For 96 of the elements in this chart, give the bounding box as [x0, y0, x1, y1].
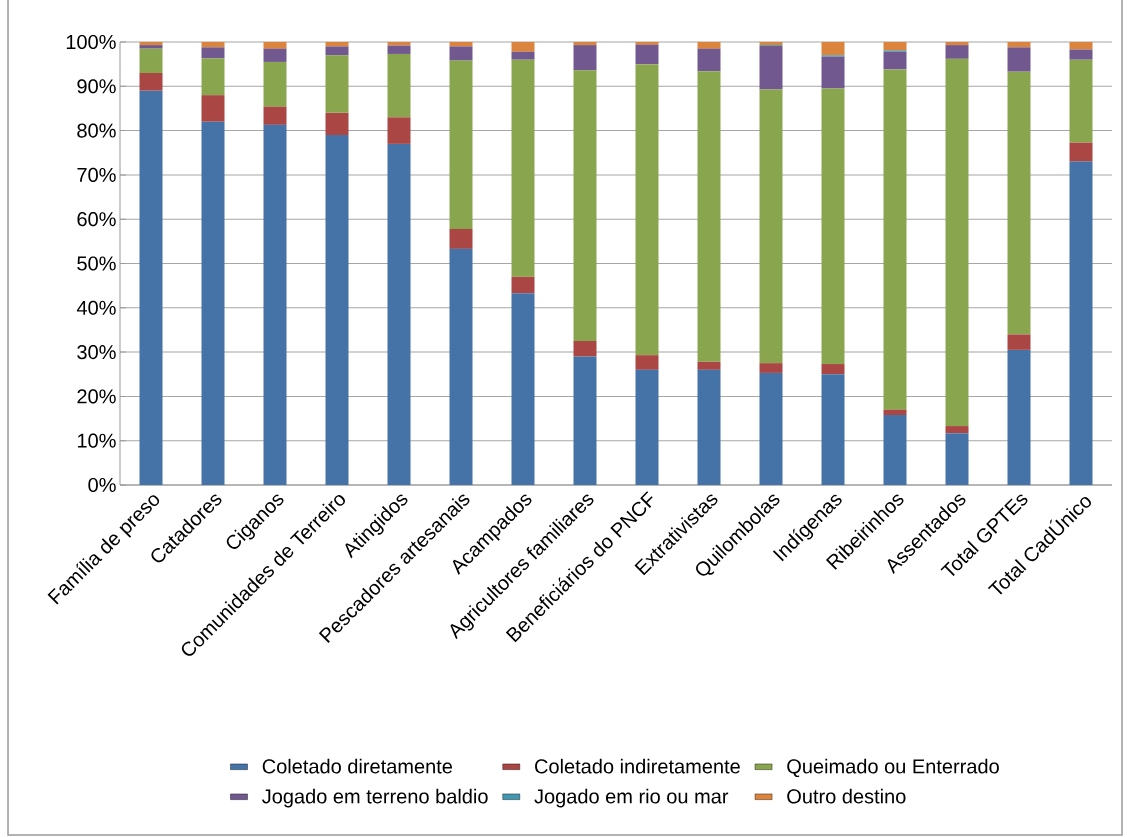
- bar: [573, 356, 597, 485]
- y-tick-label: 30%: [77, 345, 116, 360]
- y-tick-label: 60%: [77, 212, 116, 227]
- bar: [697, 369, 721, 485]
- bar: [201, 41, 225, 48]
- bar: [387, 53, 411, 118]
- legend-label: Jogado em terreno baldio: [262, 788, 488, 808]
- bar: [759, 45, 783, 90]
- bar: [821, 364, 845, 375]
- bar: [325, 135, 349, 485]
- bar: [387, 117, 411, 144]
- bar: [759, 41, 783, 46]
- bar: [1069, 142, 1093, 162]
- bar: [1069, 161, 1093, 485]
- bar: [883, 415, 907, 485]
- bar: [883, 69, 907, 410]
- bar: [573, 70, 597, 342]
- bar: [263, 61, 287, 107]
- y-tick-label: 50%: [77, 256, 116, 271]
- bar: [945, 433, 969, 485]
- bar: [511, 41, 535, 52]
- bar: [511, 51, 535, 60]
- bar: [573, 45, 597, 71]
- bar: [325, 112, 349, 136]
- bar: [1007, 47, 1031, 72]
- legend-label: Coletado indiretamente: [535, 758, 740, 774]
- bar: [945, 41, 969, 46]
- bar: [449, 60, 473, 229]
- bar: [821, 56, 845, 89]
- bar: [1069, 41, 1093, 50]
- bar: [573, 341, 597, 357]
- bar: [139, 90, 163, 485]
- bar: [201, 121, 225, 485]
- bar: [449, 228, 473, 249]
- bar: [449, 248, 473, 485]
- bar: [511, 293, 535, 485]
- bar: [449, 41, 473, 47]
- bar: [821, 374, 845, 485]
- bar: [1007, 41, 1031, 48]
- bar: [1069, 49, 1093, 60]
- y-tick-label: 70%: [77, 167, 116, 182]
- y-tick-label: 0%: [88, 477, 116, 493]
- legend-label: Coletado diretamente: [262, 758, 453, 774]
- bar: [573, 41, 597, 46]
- bar: [511, 59, 535, 277]
- bar: [511, 276, 535, 294]
- bar: [201, 47, 225, 59]
- bar: [883, 409, 907, 415]
- bar: [201, 58, 225, 96]
- legend-label: Jogado em rio ou mar: [534, 788, 729, 808]
- bar: [263, 106, 287, 125]
- bar: [325, 55, 349, 113]
- bar: [945, 426, 969, 434]
- bar: [263, 48, 287, 62]
- bar: [263, 124, 287, 485]
- bar: [821, 88, 845, 365]
- y-tick-label: 20%: [77, 389, 116, 404]
- y-tick-label: 10%: [77, 433, 116, 448]
- bar: [635, 64, 659, 356]
- bar: [697, 361, 721, 370]
- bar: [449, 46, 473, 61]
- bar: [697, 71, 721, 362]
- y-tick-label: 100%: [66, 34, 116, 50]
- bar: [759, 372, 783, 485]
- bar: [139, 41, 163, 46]
- legend-label: Queimado ou Enterrado: [787, 758, 999, 778]
- bar: [1007, 334, 1031, 350]
- bar: [635, 355, 659, 370]
- bar: [387, 143, 411, 485]
- bar: [697, 48, 721, 72]
- bar: [697, 41, 721, 49]
- bar: [635, 369, 659, 485]
- bar: [883, 51, 907, 70]
- bar: [759, 363, 783, 373]
- bar: [945, 45, 969, 59]
- bar: [201, 95, 225, 122]
- bar: [387, 45, 411, 54]
- bar: [1007, 349, 1031, 485]
- bar: [263, 41, 287, 49]
- y-tick-label: 90%: [77, 79, 116, 94]
- bar: [883, 41, 907, 51]
- bar: [635, 44, 659, 65]
- bar: [139, 48, 163, 73]
- bar: [759, 89, 783, 364]
- bar: [945, 58, 969, 427]
- bar: [325, 46, 349, 56]
- bar: [1007, 71, 1031, 335]
- bar: [635, 41, 659, 45]
- bar: [821, 41, 845, 56]
- legend-label: Outro destino: [787, 788, 906, 804]
- bar: [1069, 59, 1093, 143]
- bar: [387, 41, 411, 46]
- bar: [325, 41, 349, 47]
- y-tick-label: 40%: [76, 300, 116, 315]
- y-tick-label: 80%: [77, 123, 116, 138]
- bar: [139, 73, 163, 91]
